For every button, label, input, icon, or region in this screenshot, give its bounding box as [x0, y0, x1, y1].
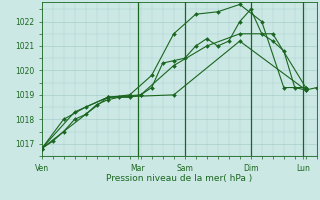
X-axis label: Pression niveau de la mer( hPa ): Pression niveau de la mer( hPa )	[106, 174, 252, 183]
